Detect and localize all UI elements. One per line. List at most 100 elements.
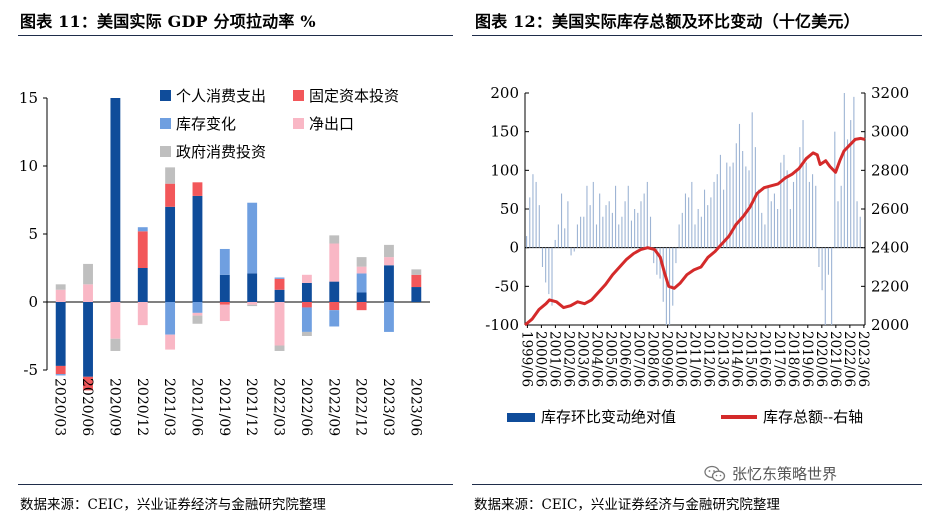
legend-label-line: 库存总额--右轴 [763,408,863,426]
inventory-change-bar [615,185,617,248]
bar-segment [137,231,148,268]
bar-segment [55,365,66,375]
bar-segment [137,227,148,232]
bar-segment [329,235,340,244]
left-source: 数据来源：CEIC，兴业证券经济与金融研究院整理 [20,497,326,513]
bar-segment [411,287,422,302]
inventory-change-bar [726,162,728,248]
inventory-change-bar [802,120,804,248]
inventory-change-bar [618,224,620,248]
bar-segment [274,278,285,290]
inventory-change-bar [649,216,652,248]
bar-segment [110,98,121,302]
left-chart-title: 图表 11：美国实际 GDP 分项拉动率 % [20,12,316,31]
x-tick-label: 2002/06 [560,331,576,387]
x-tick-label: 2000/06 [532,331,548,387]
bar-segment [55,302,66,366]
inventory-change-bar [729,166,731,248]
inventory-change-bar [541,247,544,267]
bar-segment [192,315,203,324]
inventory-change-bar [853,96,855,248]
x-tick-label: 2023/06 [855,331,871,387]
bar-segment [192,302,203,313]
bar-segment [219,248,230,275]
bar-segment [219,274,230,302]
inventory-change-bar [580,216,582,248]
x-tick-label: 2006/06 [617,331,633,387]
bar-segment [247,202,258,274]
inventory-change-bar [691,181,693,248]
inventory-change-bar [576,224,578,248]
right-y-tick-label: 2200 [871,277,909,295]
x-tick-label: 2020/06 [813,331,829,387]
inventory-change-bar [681,212,683,248]
y-tick-label: 5 [28,225,38,243]
bar-segment [356,273,367,293]
left-y-tick-label: 50 [500,200,519,218]
bar-segment [219,304,230,322]
x-tick-label: 2020/06 [79,378,95,436]
bar-segment [356,257,367,267]
bar-segment [301,282,312,302]
bar-segment [247,304,258,307]
y-tick-label: 0 [28,293,38,311]
x-tick-label: 2021/06 [827,331,843,387]
inventory-change-bar [589,205,591,248]
bar-segment [274,277,285,279]
inventory-chart: -100 -50 0 50 100 150 200 2000 2200 2400 2600 2800 3… [485,84,909,426]
x-tick-label: 2013/06 [715,331,731,387]
bar-segment [137,302,148,326]
inventory-change-bar [621,216,623,248]
legend-label: 固定资本投资 [309,87,399,105]
right-title-rule [472,35,922,36]
inventory-change-bar [805,162,807,248]
inventory-change-bar [732,162,734,248]
x-tick-label: 2022/06 [841,331,857,387]
bar-segment [165,183,176,207]
right-y-tick-label: 2800 [871,161,909,179]
inventory-change-bar [799,147,801,248]
inventory-change-bar [846,139,849,248]
inventory-change-bar [770,201,772,248]
wechat-icon [704,465,726,481]
inventory-change-bar [526,236,528,248]
bar-segment [192,182,203,196]
inventory-change-bar [783,154,785,248]
inventory-change-bar [745,166,747,248]
bar-segment [384,257,394,266]
bar-segment [83,284,93,302]
legend-label: 政府消费投资 [176,143,266,161]
inventory-change-bar [837,201,839,248]
x-tick-label: 2021/09 [216,378,232,436]
right-bottom-rule [472,484,922,485]
x-tick-label: 2018/06 [785,331,801,387]
y-tick-label: -5 [23,361,38,379]
bar-segment [110,302,121,339]
inventory-change-bar [764,224,766,248]
watermark-text: 张忆东策略世界 [732,465,838,483]
inventory-change-bar [843,93,845,248]
inventory-change-bar [818,247,820,267]
inventory-change-bar [735,143,737,248]
bar-segment [165,302,176,335]
inventory-change-bar [665,247,667,325]
bar-segment [137,268,148,302]
inventory-change-bar [640,201,642,248]
right-chart-title: 图表 12：美国实际库存总额及环比变动（十亿美元） [475,12,860,31]
right-y-tick-label: 3000 [871,123,909,141]
inventory-change-bar [586,185,588,248]
inventory-change-bar [548,247,550,295]
inventory-change-bar [627,185,629,248]
inventory-change-bar [560,193,563,248]
inventory-change-bar [777,209,779,248]
legend-swatch [160,90,171,101]
inventory-change-bar [532,174,534,248]
left-y-tick-label: 150 [490,123,519,141]
inventory-change-bar [595,224,598,248]
left-y-tick-label: -100 [485,316,519,334]
x-tick-label: 2020/03 [52,378,68,436]
x-tick-label: 2023/06 [407,378,423,436]
x-tick-label: 2003/06 [574,331,590,387]
inventory-change-bar [723,189,725,248]
inventory-change-bar [583,216,585,248]
